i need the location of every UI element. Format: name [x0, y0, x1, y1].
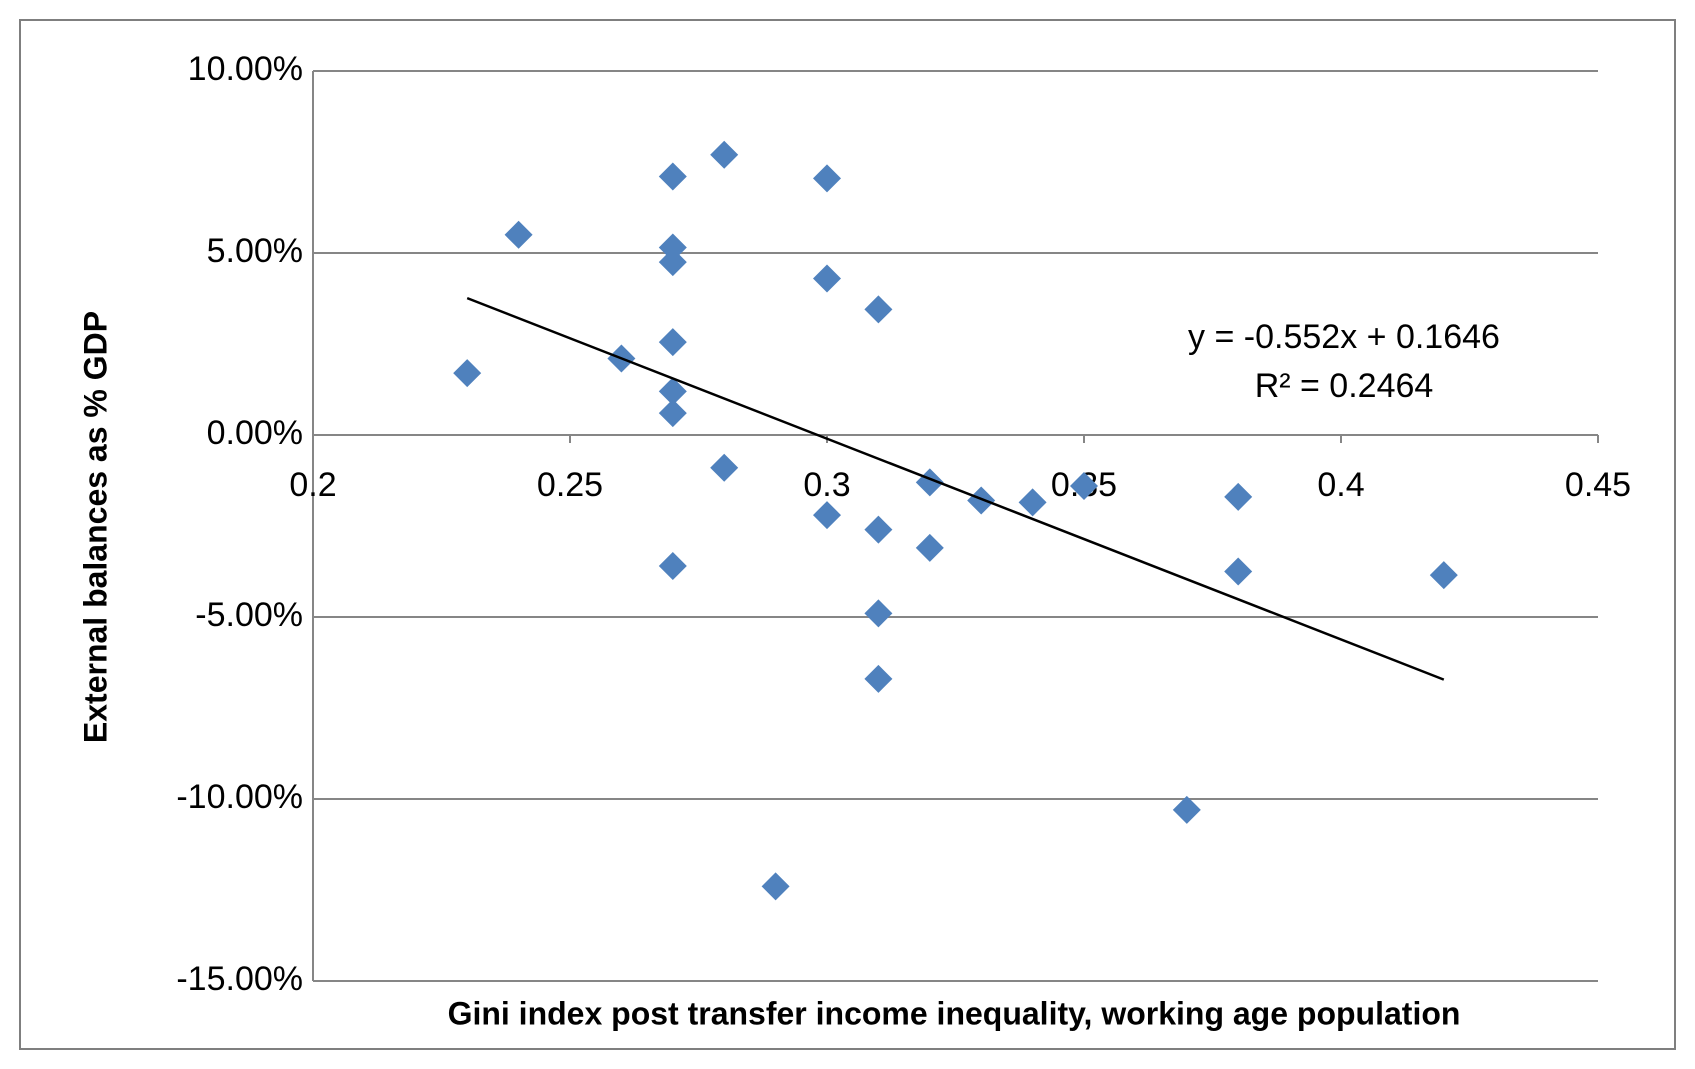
x-tick-label: 0.45: [1565, 466, 1631, 504]
data-point: [1070, 471, 1098, 500]
data-point: [864, 599, 893, 628]
y-tick-label: -5.00%: [195, 596, 303, 634]
x-tick-label: 0.4: [1317, 466, 1364, 504]
data-point: [504, 220, 533, 249]
chart-border: [19, 19, 1676, 1050]
data-point: [864, 295, 893, 324]
r-squared: R² = 0.2464: [1255, 367, 1434, 405]
data-point: [658, 233, 687, 262]
x-axis-title: Gini index post transfer income inequali…: [448, 995, 1461, 1031]
y-tick-label: -10.00%: [176, 778, 303, 816]
data-point: [1429, 561, 1458, 590]
data-point: [658, 377, 687, 406]
x-tick-label: 0.2: [289, 466, 336, 504]
y-tick-label: -15.00%: [176, 960, 303, 998]
data-point: [658, 399, 687, 428]
data-point: [658, 328, 687, 357]
data-point: [710, 453, 739, 482]
data-point: [915, 533, 944, 562]
data-point: [710, 140, 739, 169]
data-point: [1172, 795, 1201, 824]
x-tick-label: 0.3: [803, 466, 850, 504]
data-point: [813, 264, 841, 293]
data-point: [761, 872, 790, 901]
data-point: [658, 552, 687, 581]
data-point: [864, 515, 893, 544]
x-tick-label: 0.25: [537, 466, 603, 504]
trendline-equation: y = -0.552x + 0.1646: [1188, 318, 1500, 356]
data-point: [658, 248, 687, 277]
y-axis-title: External balances as % GDP: [77, 311, 113, 743]
data-point: [864, 664, 893, 693]
data-point: [1224, 557, 1253, 586]
data-point: [453, 359, 482, 388]
y-tick-label: 5.00%: [207, 232, 303, 270]
data-point: [813, 164, 841, 193]
trendline: [466, 296, 1445, 681]
data-point: [1224, 482, 1253, 511]
data-point: [658, 162, 687, 191]
data-point: [813, 501, 841, 530]
data-point: [1018, 488, 1047, 517]
data-point: [967, 486, 996, 515]
y-tick-label: 0.00%: [207, 414, 303, 452]
y-tick-label: 10.00%: [188, 50, 303, 88]
